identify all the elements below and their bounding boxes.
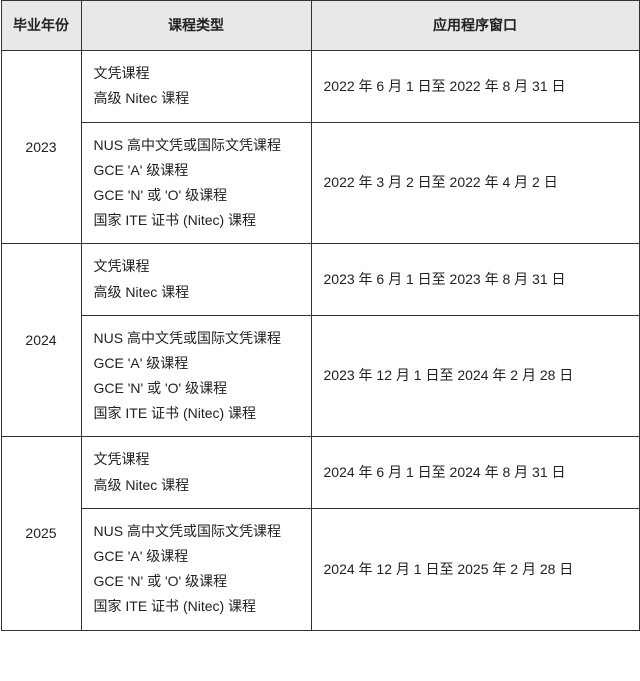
year-cell: 2023 — [1, 51, 81, 244]
course-type-line: NUS 高中文凭或国际文凭课程 — [94, 326, 299, 351]
application-window-cell: 2022 年 6 月 1 日至 2022 年 8 月 31 日 — [311, 51, 639, 122]
course-type-line: 文凭课程 — [94, 61, 299, 86]
application-window-cell: 2024 年 6 月 1 日至 2024 年 8 月 31 日 — [311, 437, 639, 508]
application-window-cell: 2023 年 12 月 1 日至 2024 年 2 月 28 日 — [311, 315, 639, 437]
course-type-line: GCE 'A' 级课程 — [94, 544, 299, 569]
course-type-cell: 文凭课程高级 Nitec 课程 — [81, 244, 311, 315]
course-type-line: 高级 Nitec 课程 — [94, 280, 299, 305]
course-type-cell: NUS 高中文凭或国际文凭课程GCE 'A' 级课程GCE 'N' 或 'O' … — [81, 122, 311, 244]
table-row: NUS 高中文凭或国际文凭课程GCE 'A' 级课程GCE 'N' 或 'O' … — [1, 122, 639, 244]
application-window-cell: 2024 年 12 月 1 日至 2025 年 2 月 28 日 — [311, 508, 639, 630]
header-type: 课程类型 — [81, 1, 311, 51]
course-type-line: 国家 ITE 证书 (Nitec) 课程 — [94, 594, 299, 619]
course-type-cell: 文凭课程高级 Nitec 课程 — [81, 437, 311, 508]
course-type-line: 高级 Nitec 课程 — [94, 86, 299, 111]
table-row: 2023文凭课程高级 Nitec 课程2022 年 6 月 1 日至 2022 … — [1, 51, 639, 122]
course-type-line: NUS 高中文凭或国际文凭课程 — [94, 519, 299, 544]
table-row: 2025文凭课程高级 Nitec 课程2024 年 6 月 1 日至 2024 … — [1, 437, 639, 508]
application-window-cell: 2022 年 3 月 2 日至 2022 年 4 月 2 日 — [311, 122, 639, 244]
header-year: 毕业年份 — [1, 1, 81, 51]
application-window-cell: 2023 年 6 月 1 日至 2023 年 8 月 31 日 — [311, 244, 639, 315]
course-type-line: 国家 ITE 证书 (Nitec) 课程 — [94, 401, 299, 426]
course-type-cell: 文凭课程高级 Nitec 课程 — [81, 51, 311, 122]
course-type-line: 文凭课程 — [94, 254, 299, 279]
course-type-cell: NUS 高中文凭或国际文凭课程GCE 'A' 级课程GCE 'N' 或 'O' … — [81, 508, 311, 630]
course-type-line: GCE 'N' 或 'O' 级课程 — [94, 569, 299, 594]
course-type-line: GCE 'N' 或 'O' 级课程 — [94, 376, 299, 401]
table-row: NUS 高中文凭或国际文凭课程GCE 'A' 级课程GCE 'N' 或 'O' … — [1, 315, 639, 437]
course-type-line: GCE 'A' 级课程 — [94, 351, 299, 376]
course-type-line: 文凭课程 — [94, 447, 299, 472]
course-type-line: NUS 高中文凭或国际文凭课程 — [94, 133, 299, 158]
course-type-line: 高级 Nitec 课程 — [94, 473, 299, 498]
table-row: NUS 高中文凭或国际文凭课程GCE 'A' 级课程GCE 'N' 或 'O' … — [1, 508, 639, 630]
year-cell: 2024 — [1, 244, 81, 437]
year-cell: 2025 — [1, 437, 81, 630]
table-body: 2023文凭课程高级 Nitec 课程2022 年 6 月 1 日至 2022 … — [1, 51, 639, 630]
table-row: 2024文凭课程高级 Nitec 课程2023 年 6 月 1 日至 2023 … — [1, 244, 639, 315]
course-type-line: 国家 ITE 证书 (Nitec) 课程 — [94, 208, 299, 233]
course-type-cell: NUS 高中文凭或国际文凭课程GCE 'A' 级课程GCE 'N' 或 'O' … — [81, 315, 311, 437]
header-window: 应用程序窗口 — [311, 1, 639, 51]
table-header-row: 毕业年份 课程类型 应用程序窗口 — [1, 1, 639, 51]
application-window-table: 毕业年份 课程类型 应用程序窗口 2023文凭课程高级 Nitec 课程2022… — [1, 0, 640, 631]
course-type-line: GCE 'A' 级课程 — [94, 158, 299, 183]
course-type-line: GCE 'N' 或 'O' 级课程 — [94, 183, 299, 208]
